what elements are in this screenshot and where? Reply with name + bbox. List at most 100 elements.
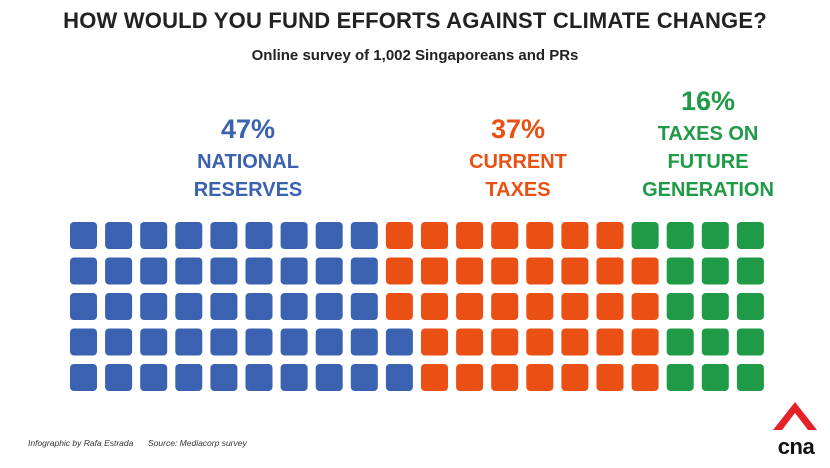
- waffle-cell-current-taxes: [596, 293, 624, 320]
- waffle-cell-taxes-on-future-generation: [701, 328, 729, 356]
- waffle-cell-national-reserves: [280, 328, 308, 356]
- waffle-cell-national-reserves: [315, 328, 343, 356]
- category-label-current-taxes: CURRENT TAXES: [428, 148, 608, 204]
- value-label-taxes-on-future-generation: 16%: [680, 86, 736, 116]
- waffle-cell-taxes-on-future-generation: [701, 222, 729, 249]
- waffle-cell-national-reserves: [70, 293, 97, 320]
- category-label-line: TAXES: [485, 179, 551, 201]
- waffle-cell-taxes-on-future-generation: [666, 222, 694, 249]
- waffle-cell-current-taxes: [596, 257, 624, 285]
- waffle-cell-current-taxes: [631, 328, 659, 356]
- waffle-cell-national-reserves: [280, 293, 308, 320]
- waffle-cell-national-reserves: [245, 257, 273, 285]
- waffle-cell-current-taxes: [385, 293, 413, 320]
- waffle-cell-national-reserves: [70, 364, 97, 391]
- waffle-cell-current-taxes: [561, 328, 589, 356]
- waffle-cell-national-reserves: [175, 257, 203, 285]
- waffle-cell-national-reserves: [210, 328, 238, 356]
- waffle-cell-national-reserves: [175, 293, 203, 320]
- waffle-cell-national-reserves: [315, 222, 343, 249]
- waffle-cell-current-taxes: [456, 257, 484, 285]
- waffle-cell-national-reserves: [315, 364, 343, 391]
- waffle-cell-national-reserves: [70, 257, 97, 285]
- waffle-cell-taxes-on-future-generation: [701, 257, 729, 285]
- waffle-cell-taxes-on-future-generation: [631, 222, 659, 249]
- waffle-cell-current-taxes: [561, 364, 589, 391]
- waffle-cell-current-taxes: [491, 293, 519, 320]
- waffle-cell-national-reserves: [245, 364, 273, 391]
- waffle-cell-national-reserves: [350, 328, 378, 356]
- waffle-cell-taxes-on-future-generation: [666, 293, 694, 320]
- chart-subtitle: Online survey of 1,002 Singaporeans and …: [251, 47, 579, 64]
- category-label-line: TAXES ON: [657, 123, 759, 145]
- category-label-line: RESERVES: [193, 179, 303, 201]
- category-label-line: CURRENT: [469, 151, 567, 173]
- waffle-cell-national-reserves: [105, 222, 133, 249]
- cna-logo: [773, 402, 817, 430]
- waffle-cell-national-reserves: [350, 257, 378, 285]
- waffle-cell-current-taxes: [421, 364, 448, 391]
- waffle-cell-national-reserves: [140, 364, 168, 391]
- waffle-cell-national-reserves: [105, 293, 133, 320]
- waffle-cell-current-taxes: [421, 293, 448, 320]
- waffle-cell-national-reserves: [280, 364, 308, 391]
- waffle-cell-national-reserves: [245, 293, 273, 320]
- waffle-cell-current-taxes: [385, 257, 413, 285]
- waffle-cell-national-reserves: [210, 293, 238, 320]
- waffle-cell-taxes-on-future-generation: [666, 328, 694, 356]
- waffle-cell-national-reserves: [315, 257, 343, 285]
- waffle-cell-national-reserves: [315, 293, 343, 320]
- waffle-cell-taxes-on-future-generation: [666, 364, 694, 391]
- credit-note: Infographic by Rafa Estrada: [28, 438, 134, 448]
- waffle-cell-current-taxes: [491, 328, 519, 356]
- waffle-cell-national-reserves: [245, 328, 273, 356]
- category-label-line: NATIONAL: [197, 151, 299, 173]
- waffle-cell-national-reserves: [175, 222, 203, 249]
- waffle-cell-current-taxes: [596, 222, 624, 249]
- waffle-cell-national-reserves: [140, 222, 168, 249]
- waffle-cell-current-taxes: [421, 222, 448, 249]
- waffle-cell-current-taxes: [385, 222, 413, 249]
- waffle-cell-taxes-on-future-generation: [736, 293, 764, 320]
- waffle-cell-current-taxes: [456, 328, 484, 356]
- chart-title: HOW WOULD YOU FUND EFFORTS AGAINST CLIMA…: [63, 8, 767, 33]
- source-note: Source: Mediacorp survey: [148, 438, 247, 448]
- category-label-line: FUTURE: [667, 151, 749, 173]
- waffle-cell-current-taxes: [526, 222, 554, 249]
- value-label-current-taxes: 37%: [490, 114, 546, 144]
- value-label-national-reserves: 47%: [220, 114, 276, 144]
- waffle-cell-national-reserves: [140, 293, 168, 320]
- waffle-cell-current-taxes: [631, 364, 659, 391]
- waffle-cell-taxes-on-future-generation: [736, 328, 764, 356]
- waffle-cell-taxes-on-future-generation: [736, 364, 764, 391]
- waffle-cell-taxes-on-future-generation: [701, 364, 729, 391]
- waffle-cell-current-taxes: [456, 222, 484, 249]
- waffle-cell-current-taxes: [596, 328, 624, 356]
- waffle-cell-current-taxes: [421, 257, 448, 285]
- waffle-cell-national-reserves: [70, 222, 97, 249]
- waffle-cell-national-reserves: [245, 222, 273, 249]
- category-label-line: GENERATION: [642, 179, 774, 201]
- waffle-cell-national-reserves: [70, 328, 97, 356]
- cna-logo-text: cna: [777, 434, 815, 459]
- waffle-cell-current-taxes: [491, 222, 519, 249]
- waffle-cell-national-reserves: [210, 222, 238, 249]
- category-label-taxes-on-future-generation: TAXES ON FUTURE GENERATION: [618, 120, 798, 204]
- waffle-cell-national-reserves: [210, 364, 238, 391]
- waffle-cell-national-reserves: [385, 328, 413, 356]
- waffle-cell-national-reserves: [350, 222, 378, 249]
- waffle-cell-national-reserves: [210, 257, 238, 285]
- waffle-cell-current-taxes: [526, 257, 554, 285]
- waffle-cell-national-reserves: [140, 328, 168, 356]
- waffle-cell-current-taxes: [526, 328, 554, 356]
- waffle-cell-national-reserves: [105, 257, 133, 285]
- waffle-cell-national-reserves: [280, 222, 308, 249]
- waffle-cell-national-reserves: [350, 293, 378, 320]
- waffle-cell-current-taxes: [561, 257, 589, 285]
- waffle-cell-national-reserves: [105, 364, 133, 391]
- waffle-cell-national-reserves: [280, 257, 308, 285]
- waffle-cell-taxes-on-future-generation: [736, 257, 764, 285]
- waffle-cell-current-taxes: [526, 293, 554, 320]
- waffle-cell-national-reserves: [385, 364, 413, 391]
